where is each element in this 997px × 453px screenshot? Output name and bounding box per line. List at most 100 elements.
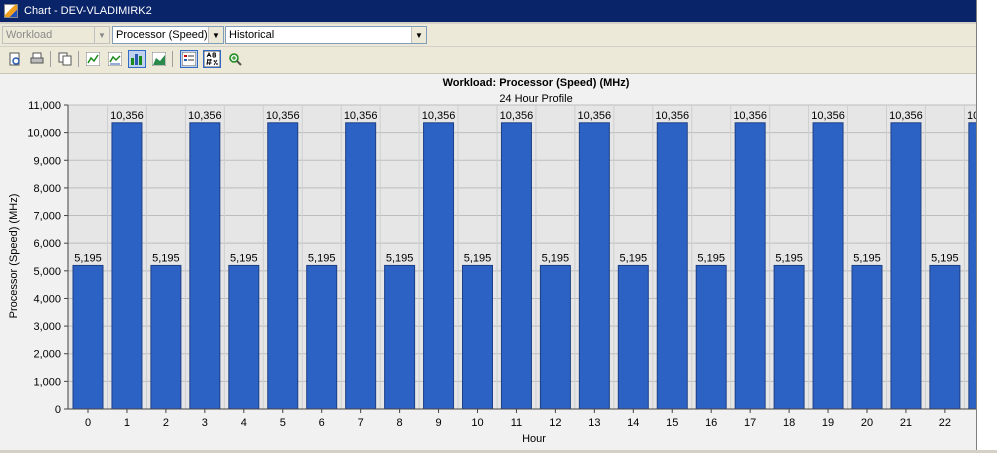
data-label: 5,195 [74,252,102,264]
zoom-icon [229,53,242,66]
x-tick-label: 10 [471,417,483,429]
chevron-down-icon: ▼ [411,27,426,43]
bar-chart-button[interactable] [128,50,146,68]
y-tick-label: 4,000 [33,293,61,305]
y-tick-label: 11,000 [28,100,61,112]
y-tick-label: 6,000 [33,238,61,250]
y-tick-label: 7,000 [33,211,61,223]
data-label: 10,356 [811,110,845,122]
x-axis-title: Hour [522,433,546,445]
bar [111,122,143,410]
bar-chart: Workload: Processor (Speed) (MHz) 24 Hou… [8,77,997,445]
chart-toolbar [0,47,976,74]
chart-title: Workload: Processor (Speed) (MHz) [443,77,630,89]
x-tick-label: 6 [319,417,325,429]
x-tick-label: 17 [744,417,756,429]
bar [617,264,649,410]
period-dropdown[interactable]: Historical ▼ [225,26,427,44]
x-tick-label: 16 [705,417,717,429]
data-label: 5,195 [386,252,414,264]
data-label: 5,195 [931,252,959,264]
chevron-down-icon: ▼ [94,27,109,43]
bar [267,122,299,410]
zoom-button[interactable] [226,50,244,68]
counter-dropdown-value: Processor (Speed) [116,29,208,41]
y-tick-label: 8,000 [33,183,61,195]
window-titlebar: Chart - DEV-VLADIMIRK2 [0,0,976,22]
data-label: 5,195 [308,252,336,264]
x-tick-label: 5 [280,417,286,429]
period-dropdown-value: Historical [229,29,275,41]
bar [968,122,997,410]
x-tick-label: 3 [202,417,208,429]
data-label: 5,195 [152,252,180,264]
data-label: 10,356 [344,110,378,122]
x-tick-label: 7 [358,417,364,429]
area-chart-button[interactable] [150,50,168,68]
bar [345,122,377,410]
bar [539,264,571,410]
area-line-chart-button[interactable] [106,50,124,68]
print-icon [30,52,44,64]
x-tick-label: 8 [397,417,403,429]
bar [423,122,455,410]
data-label: 10,356 [266,110,300,122]
line-chart-button[interactable] [84,50,102,68]
workload-dropdown-value: Workload [6,29,53,41]
x-tick-label: 14 [627,417,639,429]
chart-subtitle: 24 Hour Profile [499,93,572,105]
copy-button[interactable] [56,50,74,68]
counter-dropdown[interactable]: Processor (Speed) ▼ [112,26,224,44]
data-label: 10,356 [967,110,976,122]
plot-area: 0 1,000 2,000 3,000 4,000 5,000 6,000 7,000 8,00… [27,100,997,429]
bar [695,264,727,410]
print-preview-button[interactable] [6,50,24,68]
bar [578,122,610,410]
x-tick-label: 20 [861,417,873,429]
line-chart-icon [86,52,100,66]
toolbar-separator [78,51,79,67]
x-tick-label: 2 [163,417,169,429]
y-tick-label: 2,000 [33,349,61,361]
data-label: 5,195 [230,252,258,264]
right-edge-panel [976,0,997,450]
bar [384,264,416,410]
bar [773,264,805,410]
area-line-chart-icon [108,52,122,66]
data-label: 10,356 [889,110,923,122]
chart-panel: Workload: Processor (Speed) (MHz) 24 Hou… [0,74,997,450]
x-tick-label: 19 [822,417,834,429]
x-tick-label: 13 [588,417,600,429]
bar [306,264,338,410]
data-label: 10,356 [500,110,534,122]
y-tick-label: 10,000 [27,128,61,140]
data-label: 5,195 [697,252,725,264]
y-axis-title: Processor (Speed) (MHz) [8,194,20,319]
y-tick-label: 0 [55,404,61,416]
bar [890,122,922,410]
bar [189,122,221,410]
selector-bar: Workload ▼ Processor (Speed) ▼ Historica… [0,24,976,46]
data-label: 10,356 [578,110,612,122]
y-tick-label: 3,000 [33,321,61,333]
x-tick-label: 0 [85,417,91,429]
toolbar-separator [172,51,173,67]
data-label: 5,195 [775,252,803,264]
x-tick-label: 9 [435,417,441,429]
data-label: 5,195 [542,252,570,264]
bar [150,264,182,410]
copy-icon [58,52,72,66]
bar [851,264,883,410]
legend-button[interactable] [180,50,198,68]
data-labels-button[interactable] [203,50,221,68]
y-tick-label: 1,000 [33,376,61,388]
data-label: 10,356 [733,110,767,122]
data-label: 10,356 [188,110,222,122]
bar [228,264,260,410]
data-label: 5,195 [464,252,492,264]
print-button[interactable] [28,50,46,68]
x-tick-label: 11 [511,417,522,429]
bar [812,122,844,410]
workload-dropdown[interactable]: Workload ▼ [2,26,110,44]
x-tick-label: 22 [939,417,951,429]
